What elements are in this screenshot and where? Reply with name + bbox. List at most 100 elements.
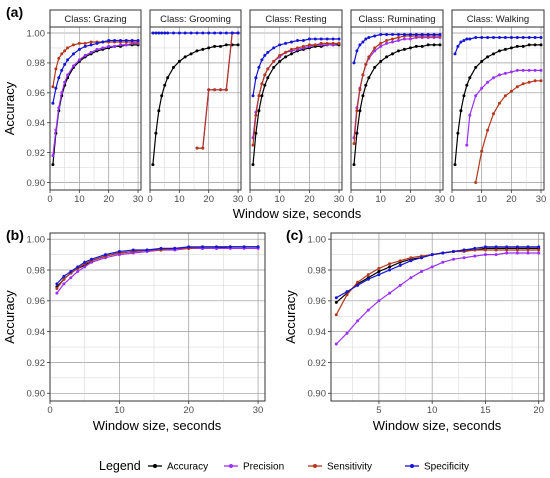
data-point-precision (505, 251, 509, 255)
data-point-sensitivity (62, 277, 66, 281)
data-point-sensitivity (385, 39, 389, 42)
data-point-specificity (104, 253, 107, 257)
data-point-precision (452, 257, 455, 261)
panel-border (49, 232, 266, 402)
data-point-specificity (409, 259, 413, 263)
data-point-specificity (515, 245, 519, 249)
data-point-precision (83, 265, 87, 269)
panel-1: Class: Grazing 0 10 20 30 0.90 0.92 0.94 0.96 0.9… (2, 9, 143, 205)
data-point-sensitivity (503, 94, 507, 98)
data-point-accuracy (284, 55, 288, 59)
data-point-specificity (60, 68, 64, 72)
data-point-specificity (345, 290, 349, 294)
data-point-accuracy (377, 270, 381, 273)
data-point-sensitivity (296, 46, 299, 50)
data-point-specificity (201, 245, 205, 249)
data-point-specificity (62, 274, 66, 278)
panel-label-b: (b) (6, 227, 24, 243)
data-point-specificity (51, 101, 55, 105)
data-point-sensitivity (257, 94, 261, 98)
data-point-accuracy (352, 163, 356, 167)
data-point-sensitivity (355, 109, 359, 113)
data-point-specificity (89, 43, 93, 47)
data-point-precision (515, 251, 519, 255)
data-point-sensitivity (345, 293, 349, 297)
facet-title: Class: Walking (467, 14, 529, 25)
data-point-specificity (254, 76, 258, 80)
data-point-precision (388, 291, 392, 295)
y-tick-label: 0.90 (308, 389, 327, 400)
y-tick-label: 0.94 (308, 327, 327, 338)
data-point-accuracy (358, 109, 362, 113)
data-point-specificity (459, 40, 463, 44)
panel-border (330, 232, 545, 402)
data-point-specificity (337, 37, 341, 41)
data-point-precision (486, 80, 490, 84)
data-point-sensitivity (409, 256, 413, 260)
data-point-specificity (130, 39, 134, 42)
data-point-accuracy (334, 300, 338, 304)
x-tick-label: 30 (435, 194, 446, 205)
data-point-specificity (215, 245, 218, 249)
data-point-accuracy (465, 83, 469, 87)
x-tick-label: 30 (233, 194, 244, 205)
data-point-specificity (66, 58, 70, 62)
data-point-sensitivity (391, 37, 394, 41)
facet-strip (149, 9, 242, 28)
data-point-accuracy (456, 131, 460, 135)
x-tick-label: 0 (147, 194, 152, 205)
panel-5: Class: Walking 0 10 20 30 (449, 9, 546, 205)
data-point-specificity (251, 94, 255, 98)
data-point-specificity (307, 37, 311, 41)
facet-strip (249, 9, 343, 28)
data-point-specificity (441, 251, 445, 255)
data-point-precision (409, 276, 413, 280)
data-point-specificity (377, 273, 381, 277)
y-tick-label: 1.00 (27, 28, 46, 39)
x-tick-label: 10 (375, 194, 386, 205)
data-point-precision (391, 40, 394, 44)
data-point-accuracy (257, 109, 261, 113)
data-point-specificity (131, 248, 135, 252)
data-point-specificity (474, 36, 478, 39)
data-point-precision (107, 44, 111, 48)
data-point-accuracy (236, 43, 240, 47)
data-point-sensitivity (352, 142, 356, 146)
data-point-specificity (480, 36, 484, 39)
x-axis-title-b: Window size, seconds (93, 418, 222, 433)
legend-marker-sensitivity (313, 464, 317, 468)
x-tick-label: 0 (47, 194, 52, 205)
y-tick-label: 0.98 (27, 58, 46, 69)
y-tick-label: 0.90 (27, 178, 46, 189)
series-line-accuracy (56, 246, 259, 288)
data-point-specificity (236, 31, 240, 35)
data-point-precision (441, 260, 445, 264)
data-point-sensitivity (55, 287, 59, 290)
data-point-specificity (452, 250, 455, 253)
data-point-accuracy (408, 46, 412, 50)
data-point-specificity (503, 36, 507, 39)
legend-marker-precision (229, 464, 233, 468)
data-point-sensitivity (260, 82, 264, 86)
series-line-sensitivity (475, 80, 541, 183)
data-point-specificity (494, 245, 498, 249)
y-axis-title: Accuracy (2, 290, 17, 344)
x-tick-label: 0 (47, 405, 52, 416)
data-point-accuracy (172, 65, 175, 69)
data-point-precision (398, 283, 402, 287)
data-point-precision (119, 43, 122, 47)
data-point-specificity (364, 37, 368, 41)
facet-strip (49, 9, 142, 28)
data-point-precision (69, 276, 73, 280)
y-tick-label: 0.94 (27, 118, 46, 129)
data-point-accuracy (486, 55, 490, 59)
data-point-precision (420, 270, 423, 273)
data-point-sensitivity (515, 248, 519, 252)
data-point-specificity (456, 44, 460, 48)
data-point-precision (55, 291, 59, 295)
data-point-specificity (537, 245, 541, 249)
data-point-sensitivity (83, 41, 87, 45)
data-point-specificity (526, 245, 530, 249)
data-point-specificity (77, 47, 81, 51)
data-point-sensitivity (266, 67, 270, 71)
